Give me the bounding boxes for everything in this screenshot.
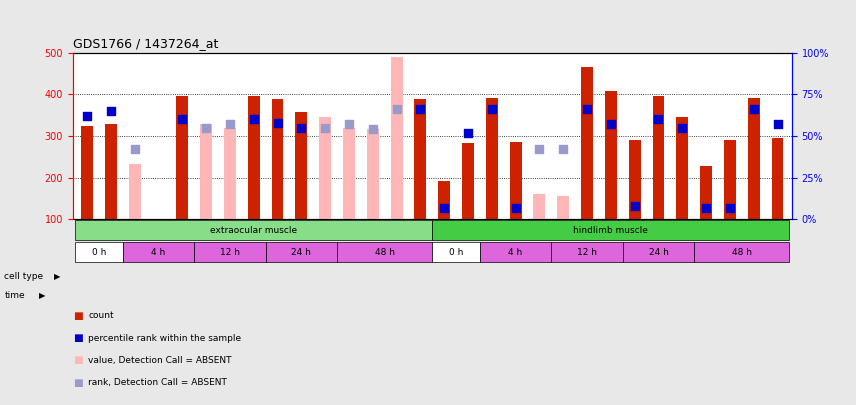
Bar	[438, 181, 450, 220]
Bar	[480, 243, 551, 262]
Bar	[122, 243, 194, 262]
Text: percentile rank within the sample: percentile rank within the sample	[88, 334, 241, 343]
Text: ▶: ▶	[39, 291, 46, 300]
Bar	[605, 91, 617, 220]
Point	[746, 106, 760, 113]
Bar	[414, 99, 426, 220]
Point	[318, 124, 332, 131]
Bar	[724, 140, 736, 220]
Point	[580, 106, 594, 113]
Text: GDS1766 / 1437264_at: GDS1766 / 1437264_at	[73, 37, 218, 50]
Bar	[247, 96, 259, 220]
Bar	[676, 117, 688, 220]
Text: 24 h: 24 h	[291, 248, 312, 257]
Point	[770, 121, 784, 128]
Bar	[623, 243, 694, 262]
Point	[437, 205, 451, 211]
Text: ■: ■	[73, 356, 82, 365]
Point	[294, 124, 308, 131]
Text: ▶: ▶	[54, 272, 61, 281]
Point	[247, 116, 260, 123]
Text: count: count	[88, 311, 114, 320]
Bar	[295, 112, 307, 220]
Point	[223, 121, 237, 128]
Point	[699, 205, 713, 211]
Text: cell type: cell type	[4, 272, 44, 281]
Bar	[271, 99, 283, 220]
Point	[128, 146, 141, 153]
Point	[627, 203, 641, 209]
Bar	[694, 243, 789, 262]
Bar	[105, 124, 116, 220]
Bar	[432, 243, 480, 262]
Point	[508, 205, 522, 211]
Text: 4 h: 4 h	[508, 248, 523, 257]
Bar	[343, 128, 355, 220]
Point	[366, 126, 379, 132]
Bar	[81, 126, 93, 220]
Text: ■: ■	[73, 378, 82, 388]
Point	[80, 113, 94, 119]
Bar	[771, 138, 783, 220]
Bar	[581, 67, 593, 220]
Text: 12 h: 12 h	[577, 248, 597, 257]
Bar	[128, 164, 140, 220]
Point	[413, 106, 427, 113]
Point	[389, 106, 403, 113]
Bar	[224, 128, 236, 220]
Point	[199, 124, 213, 131]
Text: value, Detection Call = ABSENT: value, Detection Call = ABSENT	[88, 356, 232, 365]
Point	[675, 124, 689, 131]
Text: 48 h: 48 h	[732, 248, 752, 257]
Text: extraocular muscle: extraocular muscle	[210, 226, 297, 235]
Text: ■: ■	[73, 311, 82, 321]
Point	[651, 116, 665, 123]
Text: hindlimb muscle: hindlimb muscle	[574, 226, 648, 235]
Point	[485, 106, 499, 113]
Bar	[628, 140, 640, 220]
Bar	[652, 96, 664, 220]
Bar	[176, 96, 188, 220]
Point	[270, 119, 284, 126]
Bar	[200, 124, 212, 220]
Bar	[75, 243, 122, 262]
Bar	[75, 220, 432, 240]
Bar	[700, 166, 712, 220]
Text: 0 h: 0 h	[92, 248, 106, 257]
Text: 4 h: 4 h	[152, 248, 165, 257]
Point	[532, 146, 546, 153]
Point	[342, 121, 356, 128]
Text: ■: ■	[73, 333, 82, 343]
Bar	[337, 243, 432, 262]
Bar	[194, 243, 265, 262]
Point	[175, 116, 189, 123]
Bar	[367, 128, 378, 220]
Text: 12 h: 12 h	[220, 248, 240, 257]
Bar	[319, 117, 331, 220]
Bar	[557, 196, 569, 220]
Bar	[432, 220, 789, 240]
Bar	[390, 57, 402, 220]
Text: time: time	[4, 291, 25, 300]
Point	[723, 205, 737, 211]
Point	[604, 121, 618, 128]
Bar	[462, 143, 474, 220]
Text: rank, Detection Call = ABSENT: rank, Detection Call = ABSENT	[88, 378, 227, 387]
Text: 0 h: 0 h	[449, 248, 463, 257]
Bar	[533, 194, 545, 220]
Bar	[509, 142, 521, 220]
Bar	[486, 98, 497, 220]
Bar	[748, 98, 759, 220]
Bar	[265, 243, 337, 262]
Text: 48 h: 48 h	[375, 248, 395, 257]
Point	[461, 130, 475, 136]
Text: 24 h: 24 h	[649, 248, 669, 257]
Bar	[551, 243, 623, 262]
Point	[104, 108, 118, 114]
Point	[556, 146, 570, 153]
